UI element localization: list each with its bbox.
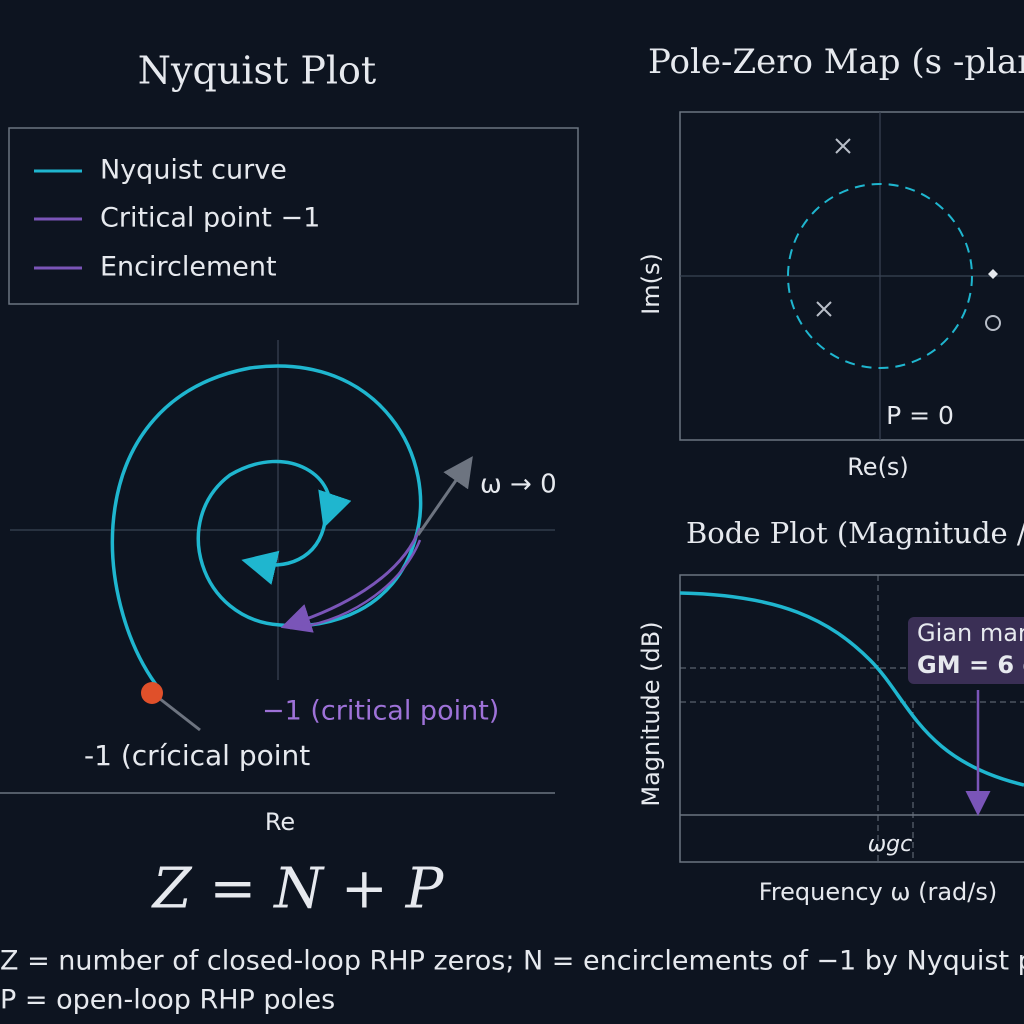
pz-title: Pole-Zero Map (s -plane) bbox=[648, 42, 1024, 82]
footnote: P = open-loop RHP poles bbox=[0, 985, 335, 1016]
y-label: Magnitude (dB) bbox=[637, 621, 665, 806]
x-label: Frequency ω (rad/s) bbox=[759, 878, 997, 906]
pole bbox=[835, 138, 851, 154]
encirclement bbox=[280, 527, 422, 633]
critical-label: −1 (critical point) bbox=[262, 696, 499, 727]
equation: Z = N + P bbox=[151, 857, 445, 922]
pz-annotation: P = 0 bbox=[886, 401, 954, 430]
marker bbox=[988, 269, 998, 279]
pole bbox=[816, 301, 832, 317]
nyquist-title: Nyquist Plot bbox=[138, 49, 376, 93]
zero bbox=[985, 315, 1001, 331]
bode-title: Bode Plot (Magnitude / Phase) bbox=[686, 516, 1024, 550]
pointer bbox=[154, 693, 201, 732]
bode-frame bbox=[679, 574, 1024, 863]
x-label: Re bbox=[265, 808, 295, 836]
unit-circle bbox=[787, 183, 973, 369]
x-label: Re(s) bbox=[847, 453, 909, 481]
legend-box bbox=[8, 127, 579, 305]
encirclement bbox=[289, 539, 422, 630]
critical-point bbox=[141, 682, 163, 704]
gm-label-box bbox=[908, 617, 1024, 684]
critical-label: -1 (crícical point bbox=[84, 739, 310, 772]
gm-label: Gian margin bbox=[917, 619, 1024, 647]
gm-label: GM = 6 dB bbox=[917, 651, 1024, 679]
omega-arrow bbox=[416, 456, 473, 536]
legend-label: Nyquist curve bbox=[100, 155, 287, 186]
y-label: Im(s) bbox=[637, 253, 665, 315]
footnote: Z = number of closed-loop RHP zeros; N =… bbox=[0, 946, 1024, 977]
crossover-label: ωgc bbox=[868, 832, 912, 857]
legend-label: Encirclement bbox=[100, 252, 277, 283]
nyquist-curve bbox=[110, 364, 423, 692]
legend-label: Critical point −1 bbox=[100, 203, 320, 234]
nyquist-curve bbox=[241, 521, 327, 585]
magnitude-curve bbox=[679, 591, 1024, 787]
omega-label: ω → 0 bbox=[480, 470, 557, 500]
